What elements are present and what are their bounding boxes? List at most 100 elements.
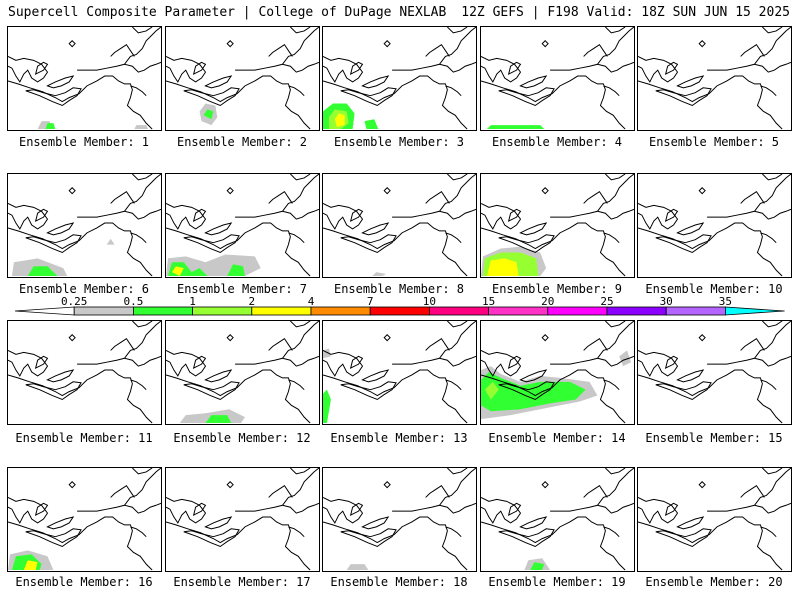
coastline-border-line	[507, 355, 522, 370]
coastline-border-line	[481, 222, 626, 277]
coastline-border-line	[166, 222, 311, 277]
coastline-border-line	[124, 61, 161, 73]
coastline-border-line	[550, 468, 634, 512]
ensemble-member-label: Ensemble Member: 14	[488, 431, 626, 445]
coastline-border-line	[8, 202, 49, 230]
ensemble-map-panel	[7, 26, 162, 131]
coastline-border-line	[638, 202, 679, 230]
coastline-border-line	[323, 496, 364, 524]
coastline-border-line	[481, 369, 626, 424]
coastline-border-line	[77, 468, 161, 512]
map-canvas	[166, 468, 319, 571]
colorbar-segment	[192, 306, 253, 316]
coastline-border-line	[183, 234, 240, 254]
ensemble-member-label: Ensemble Member: 4	[491, 135, 623, 149]
coastline-border-line	[707, 321, 791, 365]
ensemble-map-panel	[165, 173, 320, 278]
coastline-border-line	[445, 232, 462, 244]
colorbar-segment	[488, 306, 549, 316]
coastline-border-line	[638, 369, 783, 424]
map-canvas	[481, 468, 634, 571]
coastline-border-line	[425, 190, 450, 204]
colorbar-tick-label: 2	[248, 295, 255, 308]
ensemble-map-panel	[322, 173, 477, 278]
coastline-border-line	[34, 61, 49, 76]
coastline-border-line	[603, 85, 620, 97]
ensemble-member-label: Ensemble Member: 1	[18, 135, 150, 149]
coastline-border-line	[519, 369, 548, 383]
colorbar-segment	[14, 306, 75, 316]
ensemble-member-label: Ensemble Member: 11	[15, 431, 153, 445]
scp-shading-area	[484, 381, 499, 400]
coastline-border-line	[638, 222, 783, 277]
coastline-border-line	[268, 43, 293, 57]
colorbar-segment	[251, 306, 312, 316]
coastline-border-line	[541, 40, 549, 48]
ensemble-member-label: Ensemble Member: 12	[173, 431, 311, 445]
ensemble-member-label: Ensemble Member: 17	[173, 575, 311, 589]
map-canvas	[8, 468, 161, 571]
run-valid-time: 12Z GEFS | F198 Valid: 18Z SUN JUN 15 20…	[461, 5, 790, 20]
map-canvas	[323, 468, 476, 571]
coastline-border-line	[183, 528, 240, 548]
scp-shading-area	[205, 415, 232, 424]
map-canvas	[638, 174, 791, 277]
coastline-border-line	[507, 208, 522, 223]
ensemble-map-panel	[7, 467, 162, 572]
ensemble-member-label: Ensemble Member: 10	[645, 282, 783, 296]
scp-shading-area	[486, 125, 545, 130]
coastline-border-line	[664, 61, 679, 76]
coastline-border-line	[8, 349, 49, 377]
coastline-border-line	[481, 496, 522, 524]
coastline-border-line	[226, 187, 234, 195]
ensemble-member-label: Ensemble Member: 8	[333, 282, 465, 296]
coastline-border-line	[25, 381, 82, 401]
coastline-border-line	[282, 61, 319, 73]
coastline-border-line	[8, 55, 49, 83]
colorbar-segment	[725, 306, 785, 316]
map-canvas	[481, 321, 634, 424]
coastline-border-line	[25, 234, 82, 254]
colorbar-segment	[428, 306, 489, 316]
coastline-border-line	[754, 61, 791, 73]
colorbar-tick-label: 20	[541, 295, 554, 308]
coastline-border-line	[760, 85, 777, 97]
coastline-border-line	[46, 222, 75, 236]
coastline-border-line	[392, 321, 476, 365]
coastline-border-line	[507, 61, 522, 76]
coastline-border-line	[550, 174, 634, 218]
scp-shading-area	[171, 266, 184, 277]
coastline-border-line	[132, 27, 153, 34]
coastline-border-line	[638, 55, 679, 83]
coastline-border-line	[349, 61, 364, 76]
coastline-border-line	[655, 87, 712, 107]
scp-shading-area	[203, 109, 214, 120]
map-canvas	[166, 27, 319, 130]
coastline-border-line	[288, 85, 305, 97]
coastline-border-line	[361, 222, 390, 236]
coastline-border-line	[8, 75, 153, 130]
coastline-border-line	[439, 208, 476, 220]
map-canvas	[8, 27, 161, 130]
coastline-border-line	[583, 484, 608, 498]
coastline-border-line	[323, 222, 468, 277]
coastline-border-line	[445, 379, 462, 391]
colorbar-tick-label: 30	[660, 295, 673, 308]
colorbar-tick-label: 25	[600, 295, 613, 308]
coastline-border-line	[204, 222, 233, 236]
coastline-border-line	[664, 355, 679, 370]
coastline-border-line	[110, 43, 135, 57]
colorbar-tick-label: 0.25	[61, 295, 88, 308]
ensemble-member-label: Ensemble Member: 6	[18, 282, 150, 296]
ensemble-member-label: Ensemble Member: 15	[645, 431, 783, 445]
coastline-border-line	[762, 174, 783, 181]
coastline-border-line	[655, 381, 712, 401]
coastline-border-line	[439, 502, 476, 514]
coastline-border-line	[383, 40, 391, 48]
coastline-border-line	[447, 468, 468, 475]
ensemble-map-panel	[165, 26, 320, 131]
coastline-border-line	[597, 61, 634, 73]
coastline-border-line	[268, 484, 293, 498]
coastline-border-line	[698, 40, 706, 48]
coastline-border-line	[204, 369, 233, 383]
